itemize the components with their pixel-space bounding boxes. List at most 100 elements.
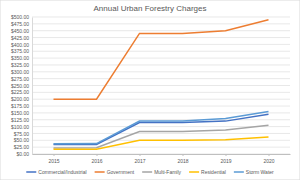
legend-label: Multi-Family xyxy=(154,169,181,175)
y-tick: $50.00 xyxy=(14,137,32,143)
x-tick-label: 2015 xyxy=(48,158,59,164)
y-tick-label: $425.00 xyxy=(11,35,29,41)
y-tick: $0.00 xyxy=(16,151,32,157)
y-tick-label: $175.00 xyxy=(11,103,29,109)
y-tick: $250.00 xyxy=(11,83,32,89)
y-tick: $325.00 xyxy=(11,62,32,68)
y-tick: $400.00 xyxy=(11,42,32,48)
y-tick: $25.00 xyxy=(14,144,32,150)
grid-line xyxy=(32,119,290,120)
grid-line xyxy=(32,92,290,93)
y-tick-label: $325.00 xyxy=(11,62,29,68)
grid-line xyxy=(32,71,290,72)
x-tick: 2017 xyxy=(134,154,145,164)
y-axis: $0.00$25.00$50.00$75.00$100.00$125.00$15… xyxy=(11,14,33,157)
x-tick: 2019 xyxy=(220,154,231,164)
y-tick: $125.00 xyxy=(11,117,32,123)
x-tick: 2018 xyxy=(177,154,188,164)
legend-label: Commercial/Industrial xyxy=(38,169,86,175)
legend-swatch xyxy=(142,171,152,173)
y-tick: $425.00 xyxy=(11,35,32,41)
x-tick-mark xyxy=(97,154,98,156)
legend-swatch xyxy=(189,171,199,173)
grid-line xyxy=(32,30,290,31)
x-tick-label: 2020 xyxy=(263,158,274,164)
legend-label: Storm Water xyxy=(246,169,274,175)
grid-line xyxy=(32,51,290,52)
legend-swatch xyxy=(26,171,36,173)
y-tick: $350.00 xyxy=(11,55,32,61)
y-tick: $200.00 xyxy=(11,96,32,102)
series-group xyxy=(54,20,269,150)
grid xyxy=(32,17,290,154)
y-tick-label: $350.00 xyxy=(11,55,29,61)
grid-line xyxy=(32,106,290,107)
plot: $0.00$25.00$50.00$75.00$100.00$125.00$15… xyxy=(11,14,291,163)
legend-item: Government xyxy=(95,169,135,175)
legend-swatch xyxy=(95,171,105,173)
y-tick: $450.00 xyxy=(11,28,32,34)
y-tick-label: $400.00 xyxy=(11,42,29,48)
y-tick-label: $500.00 xyxy=(11,14,29,20)
y-tick-label: $25.00 xyxy=(14,144,30,150)
x-axis: 2015 2016 2017 2018 2019 2020 xyxy=(33,154,291,164)
grid-line xyxy=(32,37,290,38)
y-tick-label: $125.00 xyxy=(11,117,29,123)
grid-line xyxy=(32,44,290,45)
y-tick-label: $0.00 xyxy=(16,151,29,157)
background xyxy=(0,0,300,180)
x-tick: 2016 xyxy=(91,154,102,164)
grid-line xyxy=(32,85,290,86)
y-tick: $300.00 xyxy=(11,69,32,75)
grid-line xyxy=(32,58,290,59)
chart: Annual Urban Forestry Charges $0.00$25.00… xyxy=(0,0,300,180)
x-tick-mark xyxy=(183,154,184,156)
y-tick-label: $150.00 xyxy=(11,110,29,116)
y-tick: $225.00 xyxy=(11,89,32,95)
legend-item: Multi-Family xyxy=(142,169,181,175)
x-tick-label: 2018 xyxy=(177,158,188,164)
x-tick-mark xyxy=(140,154,141,156)
y-tick: $475.00 xyxy=(11,21,32,27)
x-axis-line xyxy=(33,154,291,155)
x-tick: 2020 xyxy=(263,154,274,164)
legend-item: Storm Water xyxy=(234,169,274,175)
y-tick-label: $475.00 xyxy=(11,21,29,27)
grid-line xyxy=(32,133,290,134)
y-tick: $100.00 xyxy=(11,124,32,130)
x-tick-mark xyxy=(226,154,227,156)
y-tick-label: $275.00 xyxy=(11,76,29,82)
legend-item: Commercial/Industrial xyxy=(26,169,86,175)
x-tick-label: 2016 xyxy=(91,158,102,164)
x-tick: 2015 xyxy=(48,154,59,164)
y-tick: $500.00 xyxy=(11,14,32,20)
grid-line xyxy=(32,17,290,18)
y-tick: $275.00 xyxy=(11,76,32,82)
grid-line xyxy=(32,78,290,79)
y-tick-label: $450.00 xyxy=(11,28,29,34)
y-tick-label: $250.00 xyxy=(11,83,29,89)
y-tick: $75.00 xyxy=(14,131,32,137)
x-tick-label: 2017 xyxy=(134,158,145,164)
y-tick-label: $100.00 xyxy=(11,124,29,130)
series-line xyxy=(54,20,269,99)
y-tick-label: $50.00 xyxy=(14,137,30,143)
x-tick-mark xyxy=(269,154,270,156)
title: Annual Urban Forestry Charges xyxy=(94,4,207,13)
series-line xyxy=(54,112,269,144)
legend: Commercial/Industrial Government Multi-Fam… xyxy=(26,169,274,175)
y-axis-line xyxy=(32,18,33,155)
legend-label: Government xyxy=(107,169,135,175)
grid-line xyxy=(32,112,290,113)
legend-swatch xyxy=(234,171,244,173)
y-tick-label: $225.00 xyxy=(11,89,29,95)
series-line xyxy=(54,125,269,148)
y-tick-label: $75.00 xyxy=(14,131,30,137)
y-tick-label: $375.00 xyxy=(11,48,29,54)
grid-line xyxy=(32,154,290,155)
y-tick: $175.00 xyxy=(11,103,32,109)
x-tick-mark xyxy=(54,154,55,156)
legend-item: Residential xyxy=(189,169,226,175)
x-tick-label: 2019 xyxy=(220,158,231,164)
y-tick-label: $300.00 xyxy=(11,69,29,75)
